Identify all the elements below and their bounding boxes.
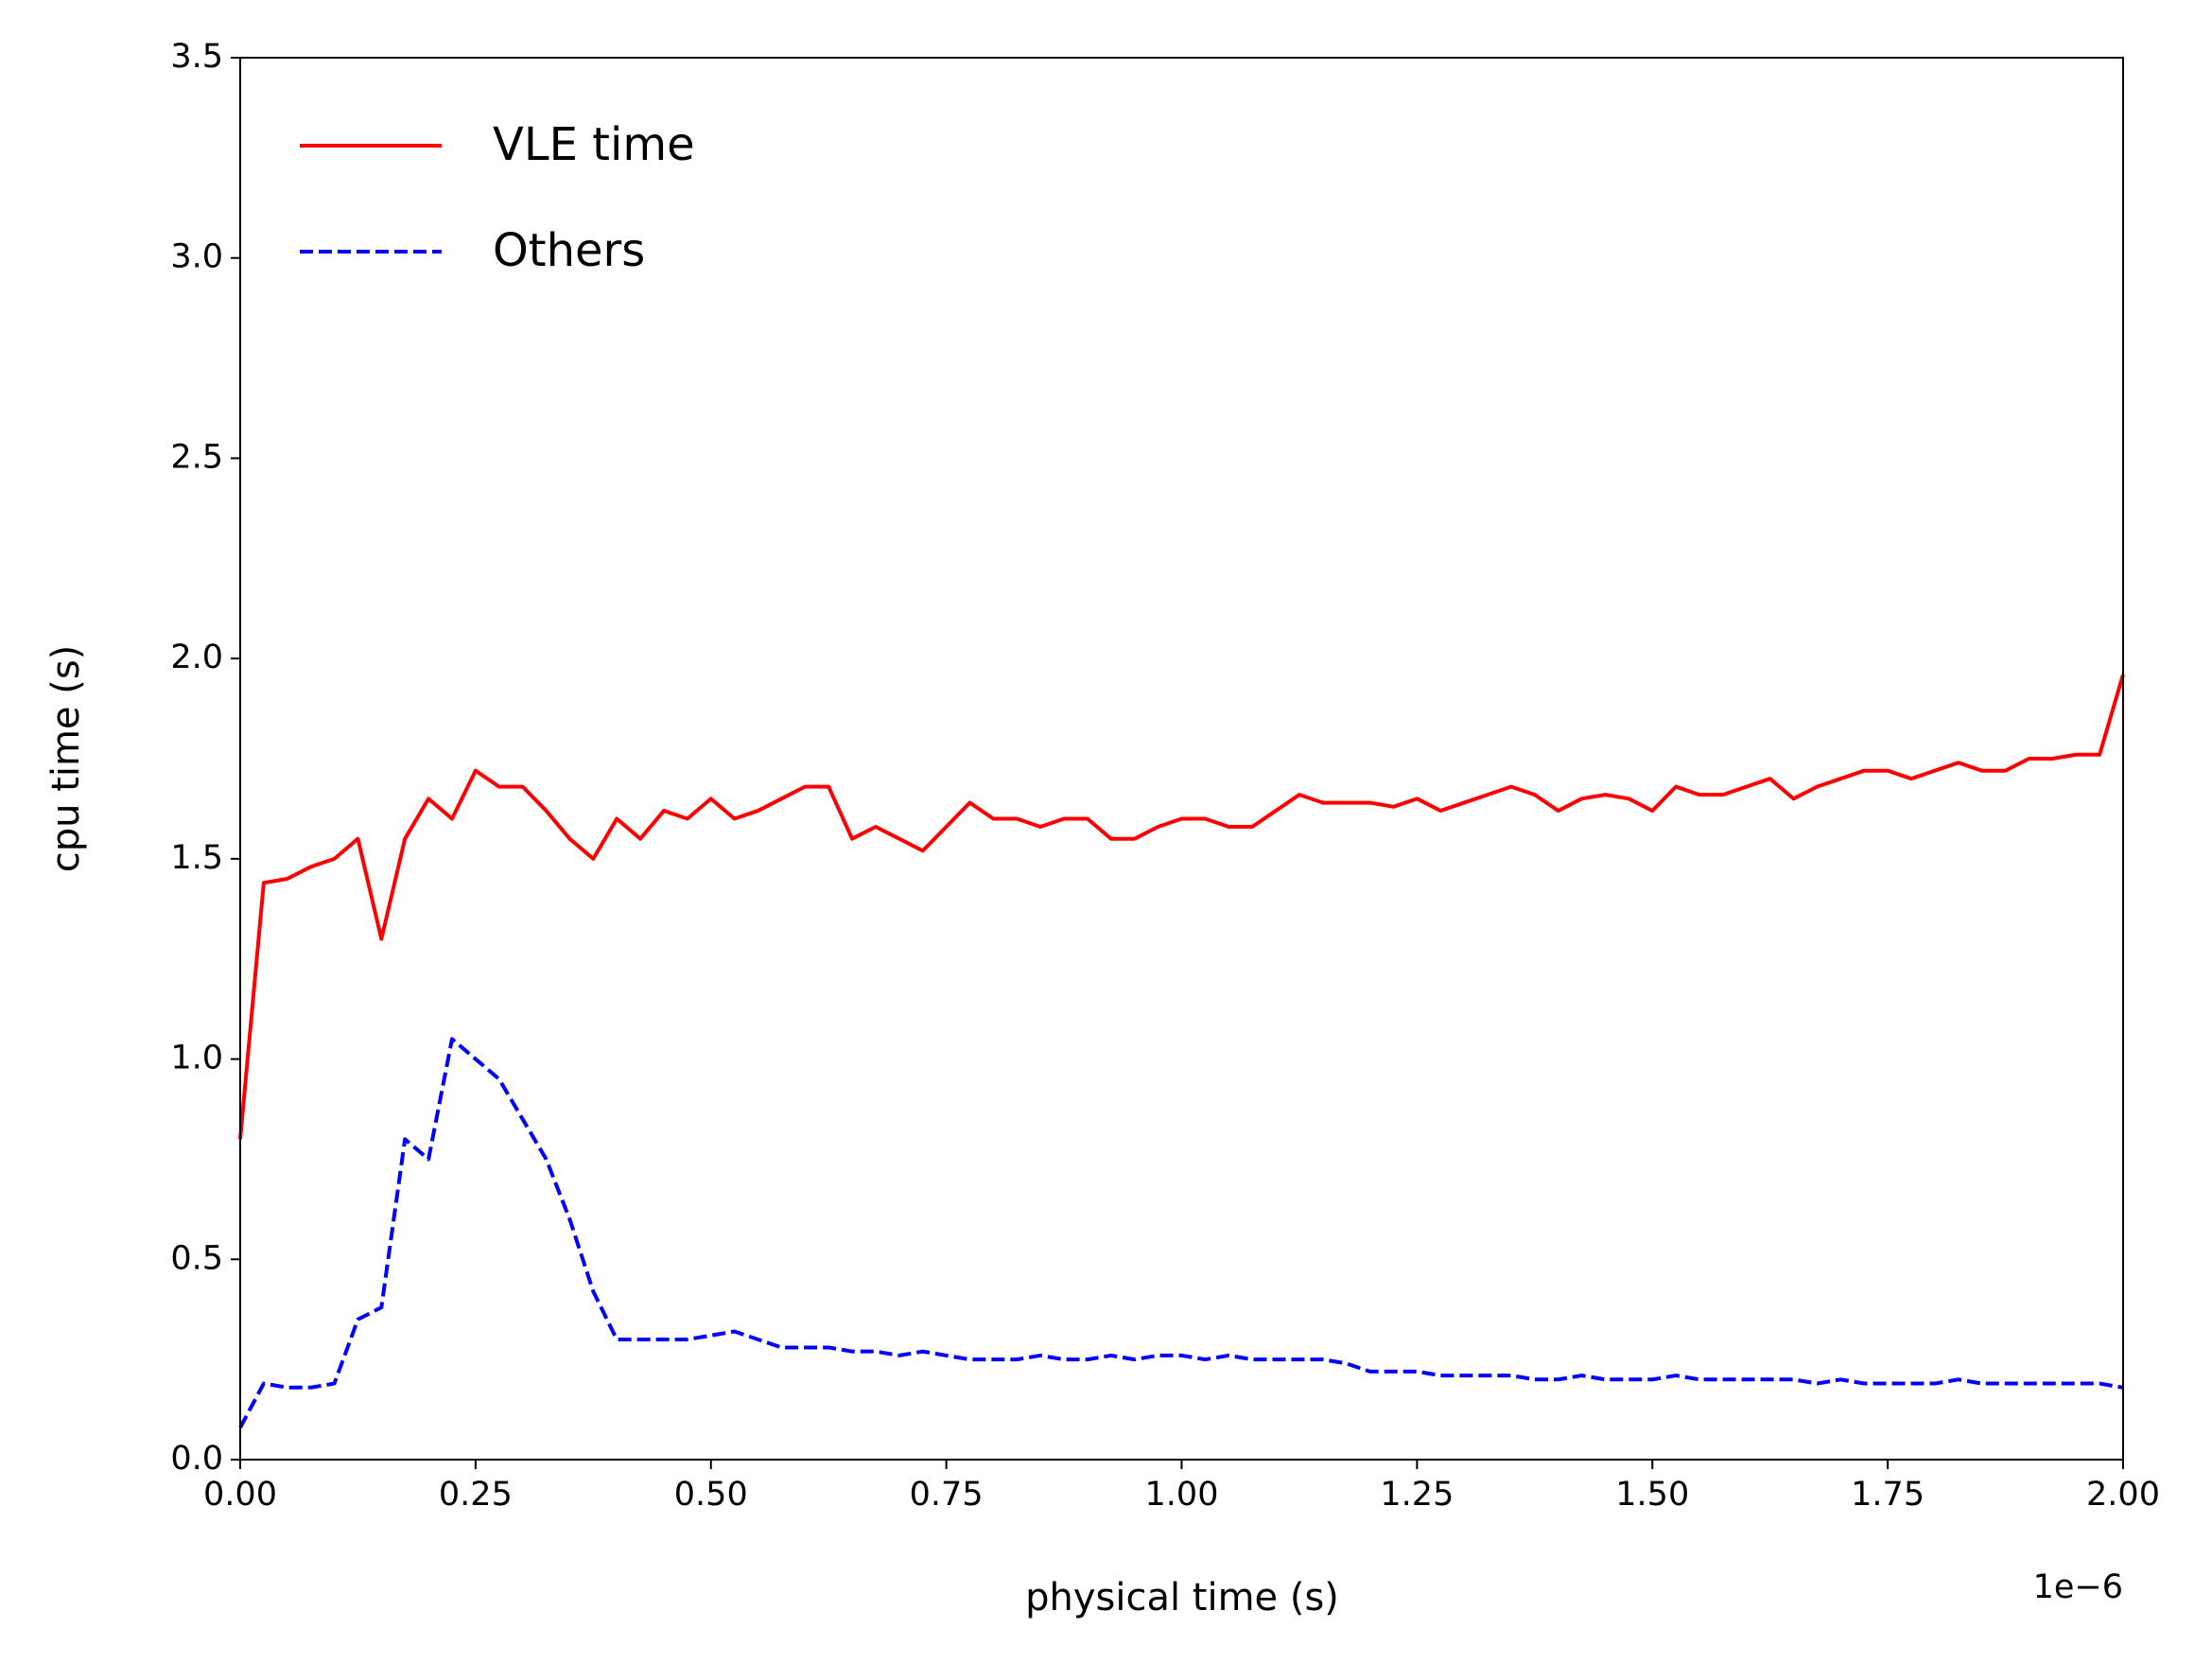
y-tick-label: 1.5 bbox=[170, 839, 223, 877]
y-tick-label: 0.0 bbox=[170, 1440, 223, 1478]
y-tick-label: 2.0 bbox=[170, 639, 223, 676]
x-tick-label: 0.25 bbox=[439, 1476, 513, 1514]
legend-label: Others bbox=[493, 224, 645, 277]
x-axis-label: physical time (s) bbox=[1025, 1576, 1339, 1619]
x-tick-label: 1.50 bbox=[1615, 1476, 1689, 1514]
y-tick-label: 1.0 bbox=[170, 1040, 223, 1077]
series-line bbox=[238, 1037, 2124, 1429]
y-tick-label: 3.5 bbox=[170, 38, 223, 76]
x-tick-label: 0.75 bbox=[910, 1476, 984, 1514]
legend-label: VLE time bbox=[493, 118, 695, 171]
y-tick-label: 0.5 bbox=[170, 1239, 223, 1277]
y-tick-label: 2.5 bbox=[170, 438, 223, 476]
x-tick-label: 1.25 bbox=[1380, 1476, 1454, 1514]
x-tick-label: 0.00 bbox=[203, 1476, 277, 1514]
y-tick-label: 3.0 bbox=[170, 238, 223, 276]
y-axis-label: cpu time (s) bbox=[44, 645, 88, 873]
x-tick-label: 0.50 bbox=[674, 1476, 748, 1514]
x-offset-label: 1e−6 bbox=[2033, 1568, 2123, 1606]
x-tick-label: 1.75 bbox=[1851, 1476, 1925, 1514]
x-tick-label: 1.00 bbox=[1145, 1476, 1219, 1514]
plot-frame bbox=[239, 57, 2124, 1461]
series-line bbox=[238, 674, 2125, 1140]
x-tick-label: 2.00 bbox=[2086, 1476, 2160, 1514]
